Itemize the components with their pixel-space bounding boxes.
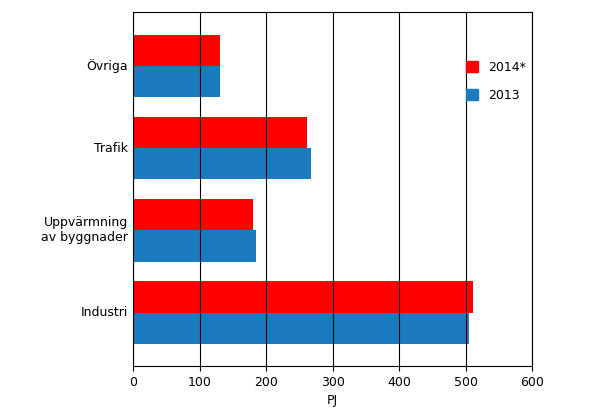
- Bar: [133, 281, 473, 313]
- Bar: [133, 66, 220, 97]
- Legend: 2014*, 2013: 2014*, 2013: [466, 61, 526, 102]
- Bar: [133, 148, 312, 179]
- Bar: [133, 117, 307, 148]
- X-axis label: PJ: PJ: [327, 394, 338, 407]
- Bar: [133, 35, 220, 66]
- Bar: [133, 230, 256, 262]
- Bar: [133, 313, 469, 344]
- Bar: [133, 199, 253, 230]
